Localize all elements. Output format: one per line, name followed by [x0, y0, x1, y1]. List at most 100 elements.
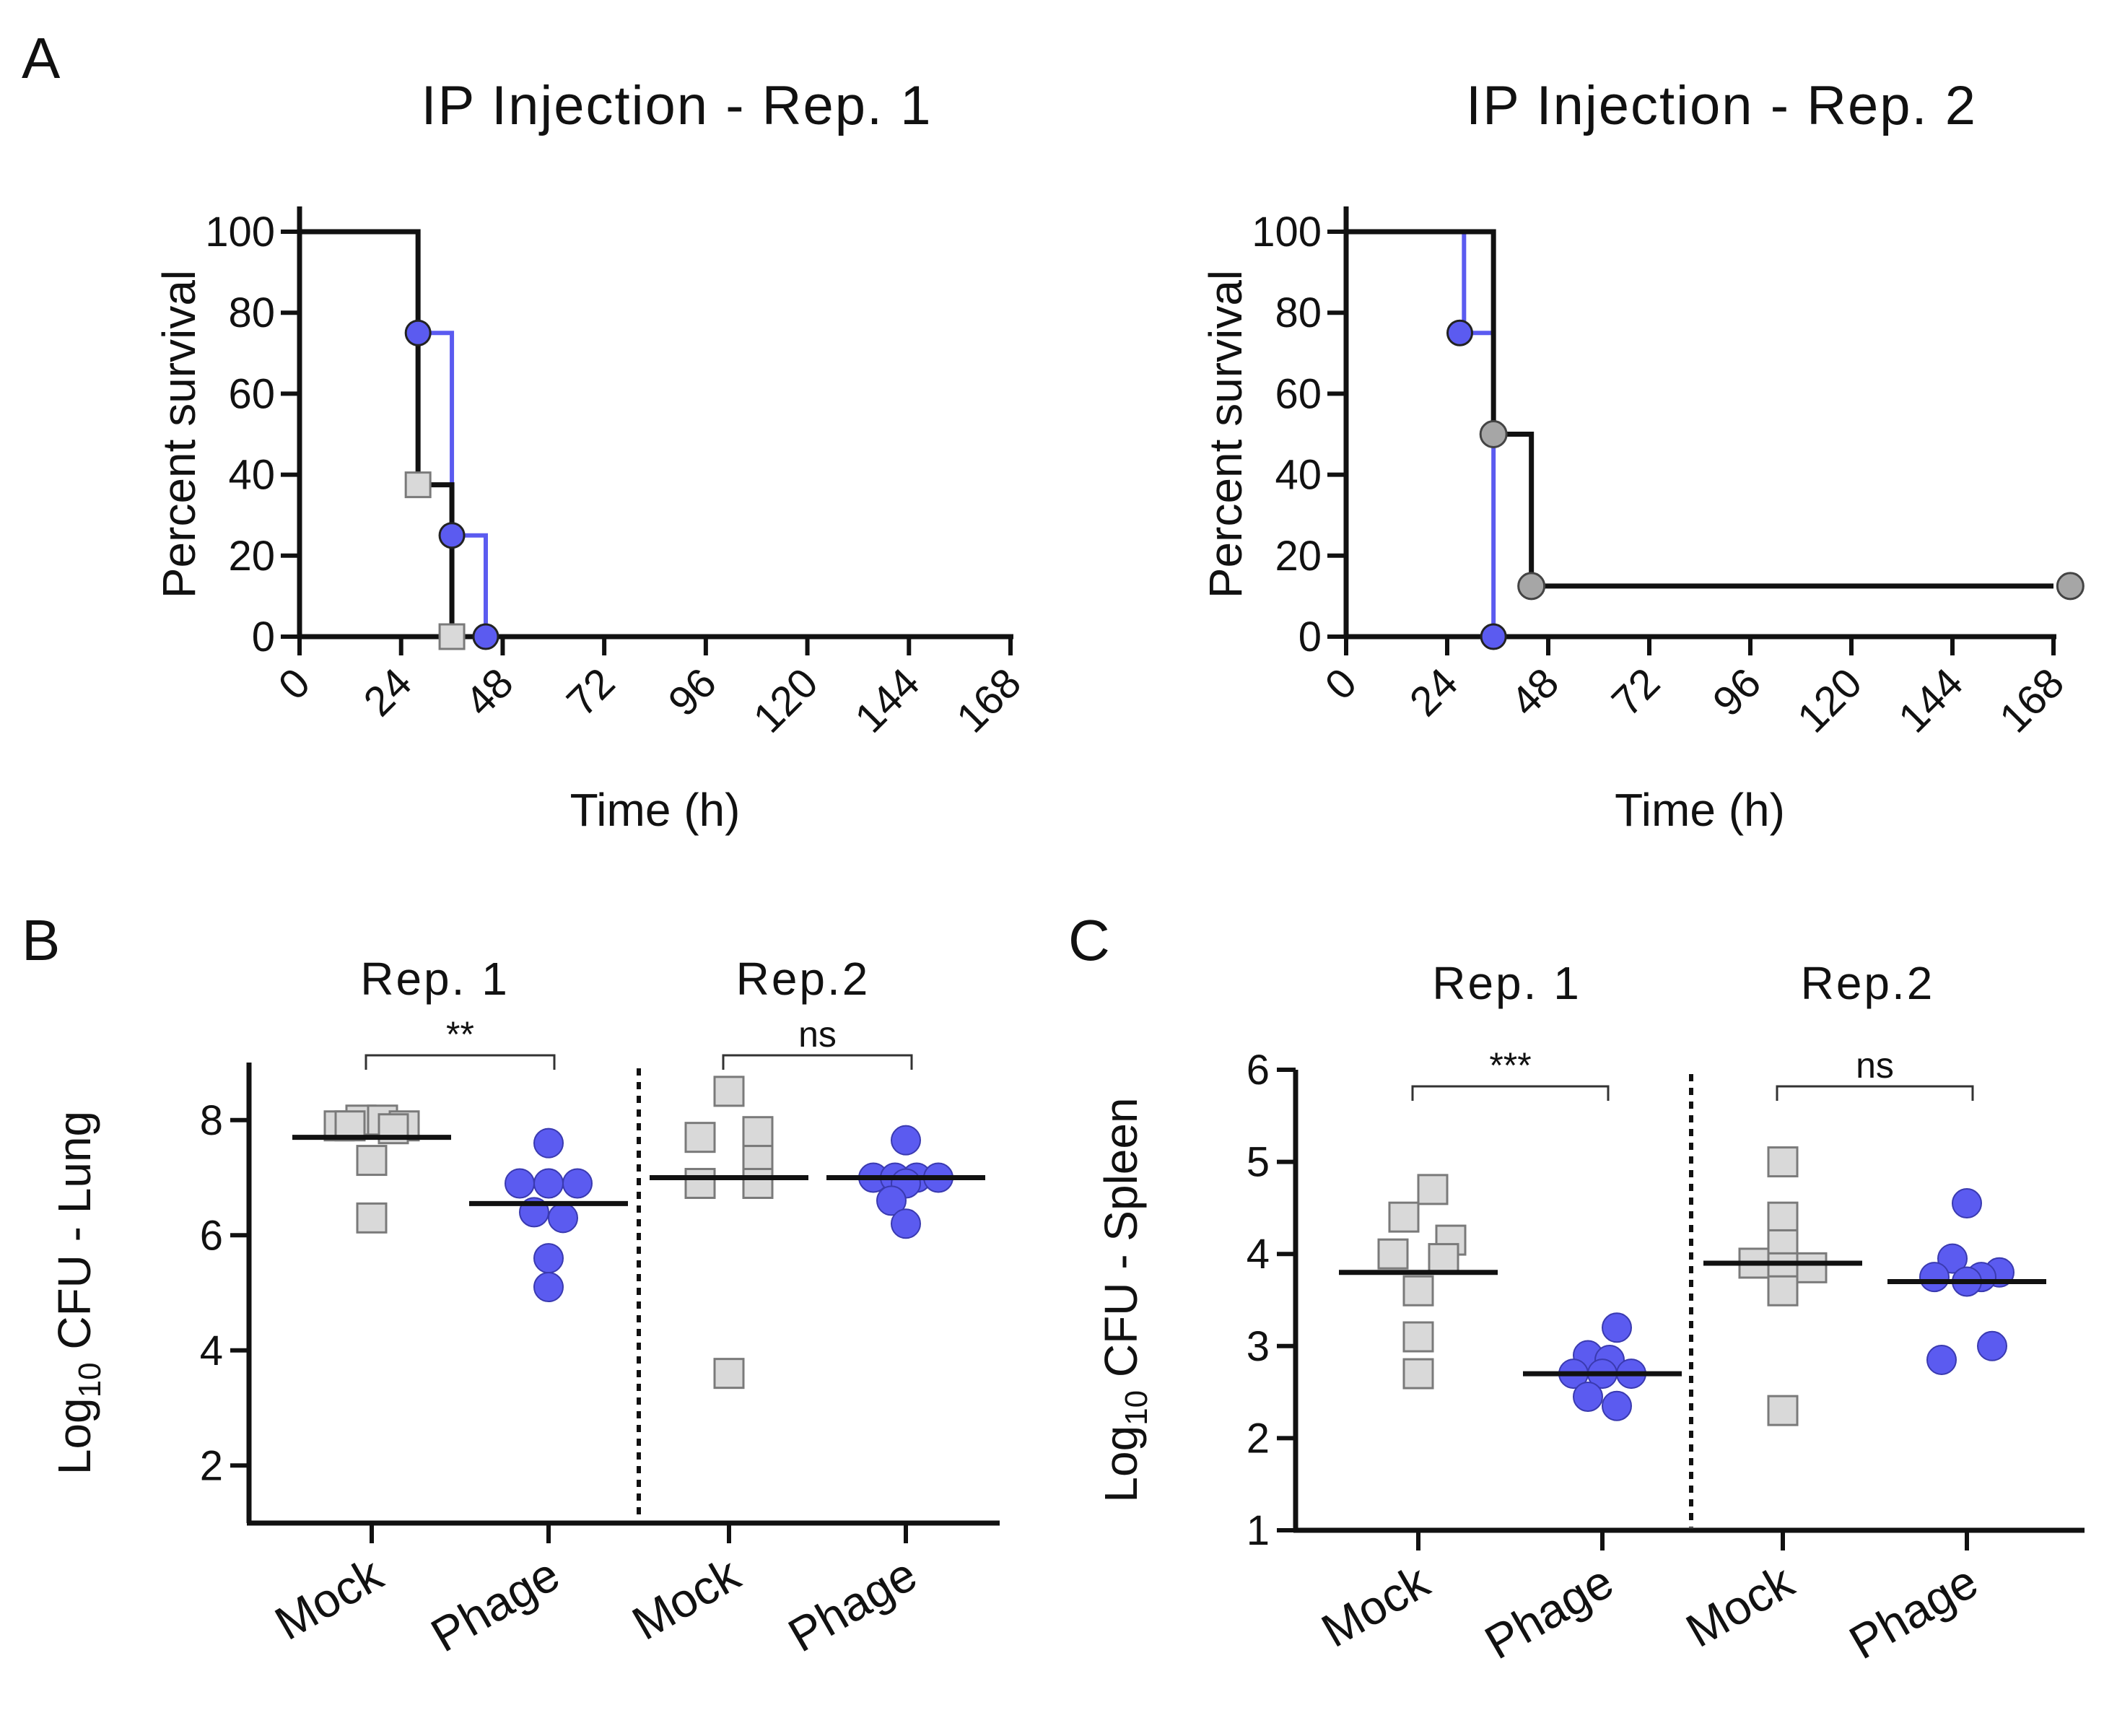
data-point-mock	[713, 1076, 745, 1107]
survival-marker-phage	[1480, 623, 1507, 650]
data-point-mock	[1428, 1243, 1459, 1275]
x-tick-label: 24	[1401, 659, 1467, 725]
y-axis-label-subscript: 10	[1119, 1390, 1154, 1426]
data-point-mock	[742, 1116, 774, 1148]
data-point-mock	[1796, 1252, 1828, 1283]
data-point-phage	[1573, 1381, 1603, 1412]
category-label: Phage	[1841, 1554, 1986, 1670]
y-tick-label: 100	[1252, 209, 1322, 256]
survival-chart-rep1: IP Injection - Rep. 1 0 20 40 60 80 100 0 24 48 72…	[153, 75, 1030, 836]
survival-marker-phage	[438, 522, 466, 549]
data-point-phage	[1977, 1330, 2007, 1361]
data-point-phage	[891, 1125, 921, 1156]
data-point-phage	[1952, 1188, 1982, 1219]
y-tick-label: 0	[252, 614, 275, 660]
y-tick-label: 2	[1247, 1415, 1270, 1462]
y-axis-label: Log10 CFU - Spleen	[1095, 1097, 1154, 1502]
survival-marker-mock	[1479, 420, 1508, 448]
y-tick-label: 60	[228, 370, 275, 417]
data-point-mock	[1377, 1238, 1409, 1270]
y-tick-label: 1	[1247, 1507, 1270, 1554]
x-tick-label: 144	[846, 659, 928, 741]
data-point-mock	[684, 1122, 716, 1153]
lung-cfu-chart: 2 4 6 8 Log10 CFU - Lung Mock Phage Mock Phage Re…	[48, 953, 1000, 1662]
significance-label: ***	[1489, 1045, 1531, 1086]
data-point-mock	[684, 1167, 716, 1199]
y-axis-label-log: Log	[1095, 1426, 1147, 1503]
survival-marker-mock	[1517, 572, 1546, 601]
data-point-phage	[505, 1168, 535, 1199]
data-point-phage	[1602, 1390, 1632, 1421]
data-point-phage	[876, 1185, 907, 1216]
data-point-mock	[1402, 1358, 1434, 1390]
y-tick-label: 4	[200, 1327, 223, 1374]
data-point-mock	[356, 1145, 388, 1177]
data-point-phage	[533, 1168, 564, 1199]
chart-title: IP Injection - Rep. 1	[421, 75, 932, 136]
y-tick-label: 20	[1275, 533, 1322, 580]
x-tick-label: 0	[1316, 659, 1366, 709]
data-point-mock	[1402, 1321, 1434, 1353]
y-axis-label-subscript: 10	[72, 1362, 108, 1397]
category-label: Mock	[623, 1547, 748, 1650]
x-tick-label: 120	[1789, 659, 1871, 741]
x-tick-label: 72	[1603, 659, 1669, 725]
y-axis-label-rest: CFU - Spleen	[1095, 1097, 1147, 1390]
category-label: Phage	[780, 1547, 925, 1662]
x-tick-label: 96	[1704, 659, 1771, 725]
significance-bracket	[722, 1054, 913, 1070]
y-tick-label: 6	[200, 1212, 223, 1259]
data-point-phage	[533, 1127, 564, 1159]
category-label: Mock	[1677, 1554, 1802, 1657]
significance-bracket	[365, 1054, 556, 1070]
y-tick-label: 3	[1247, 1323, 1270, 1370]
y-tick-label: 80	[228, 289, 275, 336]
data-point-phage	[548, 1203, 578, 1234]
y-tick-label: 80	[1275, 289, 1322, 336]
survival-marker-phage	[1446, 319, 1473, 346]
panel-letter-c: C	[1068, 908, 1110, 972]
data-point-mock	[742, 1167, 774, 1199]
data-point-phage	[1919, 1262, 1950, 1293]
survival-marker-mock	[438, 623, 466, 650]
data-point-mock	[1388, 1201, 1420, 1233]
x-tick-label: 0	[269, 659, 319, 709]
x-axis-label: Time (h)	[570, 784, 741, 836]
x-tick-label: 96	[659, 659, 725, 725]
significance-label: **	[446, 1014, 474, 1055]
significance-bracket	[1776, 1085, 1974, 1101]
significance-label: ns	[1856, 1045, 1894, 1086]
survival-marker-mock	[404, 471, 432, 499]
spleen-cfu-chart: 1 2 3 4 5 6 Log10 CFU - Spleen Mock Phage Mock Pha…	[1095, 957, 2085, 1670]
replicate-label: Rep.2	[736, 953, 870, 1005]
y-tick-label: 100	[205, 209, 275, 256]
survival-line-mock	[300, 229, 455, 637]
significance-label: ns	[798, 1014, 837, 1055]
category-label: Mock	[1312, 1554, 1438, 1657]
survival-marker-mock	[2056, 572, 2085, 601]
replicate-label: Rep. 1	[360, 953, 510, 1005]
data-point-phage	[533, 1272, 564, 1303]
x-tick-label: 144	[1890, 659, 1972, 741]
data-point-mock	[1767, 1146, 1799, 1178]
survival-marker-phage	[472, 623, 499, 650]
y-tick-label: 20	[228, 533, 275, 580]
y-tick-label: 0	[1298, 614, 1322, 660]
y-axis-label-log: Log	[48, 1397, 100, 1475]
data-point-mock	[1402, 1275, 1434, 1307]
survival-chart-rep2: IP Injection - Rep. 2 0 20 40 60 80 100 0 24 48 72…	[1200, 75, 2085, 836]
data-point-phage	[1602, 1312, 1632, 1343]
y-tick-label: 2	[200, 1442, 223, 1489]
x-tick-label: 24	[354, 659, 421, 725]
category-label: Mock	[266, 1547, 391, 1650]
category-label: Phage	[1476, 1554, 1622, 1670]
y-axis-label-rest: CFU - Lung	[48, 1111, 100, 1363]
data-point-mock	[1417, 1174, 1449, 1205]
x-tick-label: 48	[1502, 659, 1568, 725]
data-point-mock	[1767, 1275, 1799, 1307]
data-point-mock	[1767, 1395, 1799, 1426]
y-axis-label: Percent survival	[1200, 270, 1252, 598]
x-tick-label: 72	[558, 659, 624, 725]
survival-marker-phage	[404, 319, 432, 346]
